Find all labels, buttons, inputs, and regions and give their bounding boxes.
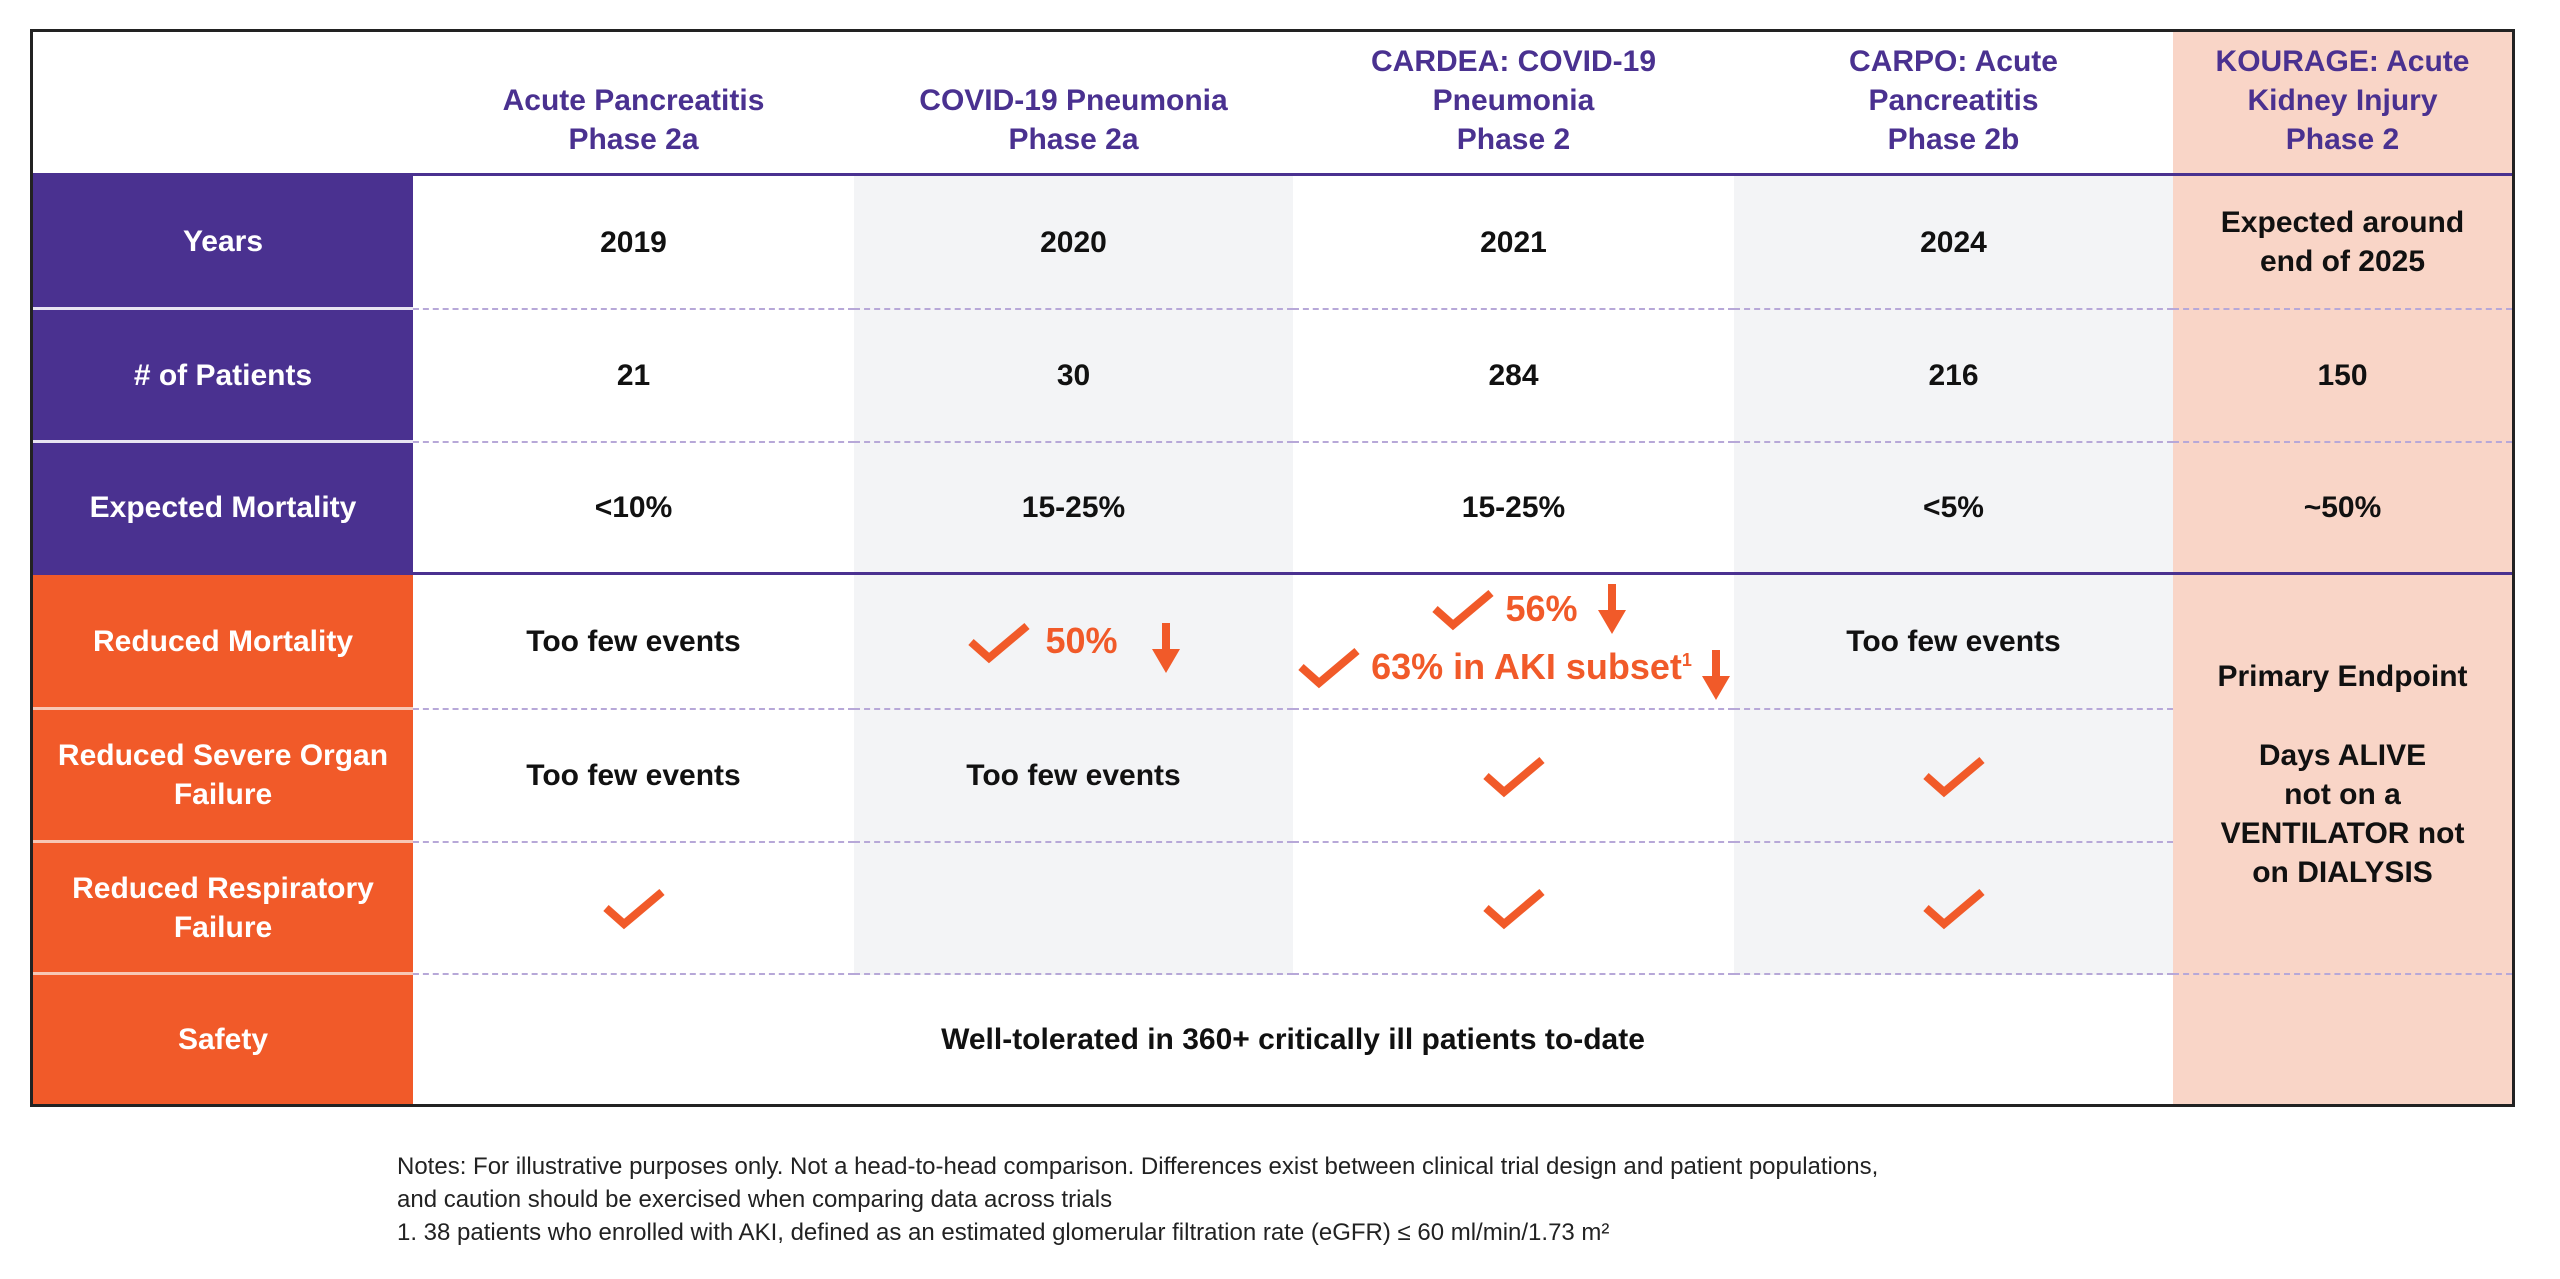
note-line: Notes: For illustrative purposes only. N… [397, 1153, 1879, 1180]
trial-comparison-table: Acute Pancreatitis Phase 2a COVID-19 Pne… [30, 29, 2515, 1107]
check-icon [1298, 647, 1360, 688]
cell: <5% [1734, 443, 2173, 575]
col-header-kourage: KOURAGE: Acute Kidney Injury Phase 2 [2173, 32, 2512, 176]
row-label-respiratory-failure: Reduced Respiratory Failure [33, 843, 413, 975]
row-label-expected-mortality: Expected Mortality [33, 443, 413, 575]
arrow-down-icon [1701, 649, 1730, 700]
cell [1293, 843, 1734, 975]
footnote: 1. 38 patients who enrolled with AKI, de… [397, 1219, 1610, 1246]
col-header-cardea: CARDEA: COVID-19 Pneumonia Phase 2 [1293, 32, 1734, 176]
cell: 21 [413, 310, 854, 443]
check-icon [602, 888, 665, 930]
check-icon [1432, 589, 1495, 630]
note-line: and caution should be exercised when com… [397, 1186, 1113, 1213]
arrow-down-icon [1597, 583, 1626, 634]
cell-cardea-mortality: 56% 63% in AKI subset1 [1293, 575, 1734, 710]
cell: Too few events [854, 710, 1293, 843]
row-label-years: Years [33, 176, 413, 310]
check-icon [1922, 756, 1985, 797]
cell [1293, 710, 1734, 843]
check-icon [1482, 756, 1545, 797]
header-corner [33, 32, 413, 176]
cell: 15-25% [854, 443, 1293, 575]
cell: 2019 [413, 176, 854, 310]
col-header-covid-pneumonia: COVID-19 Pneumonia Phase 2a [854, 32, 1293, 176]
primary-endpoint-title: Primary Endpoint [2217, 659, 2468, 693]
check-icon [1922, 888, 1985, 930]
cell: 284 [1293, 310, 1734, 443]
col-header-carpo: CARPO: Acute Pancreatitis Phase 2b [1734, 32, 2173, 176]
row-label-reduced-mortality: Reduced Mortality [33, 575, 413, 710]
cell: 150 [2173, 310, 2512, 443]
cell: 2021 [1293, 176, 1734, 310]
primary-endpoint-text: Days ALIVE not on a VENTILATOR not on DI… [2220, 738, 2465, 889]
mortality-reduction-value: 50% [1045, 620, 1118, 662]
cell: ~50% [2173, 443, 2512, 575]
cell: Too few events [1734, 575, 2173, 710]
cell: 30 [854, 310, 1293, 443]
row-label-patients: # of Patients [33, 310, 413, 443]
cell: 216 [1734, 310, 2173, 443]
mortality-reduction-value: 56% [1505, 587, 1578, 629]
arrow-down-icon [1151, 622, 1180, 673]
cell: Expected around end of 2025 [2173, 176, 2512, 310]
row-label-safety: Safety [33, 975, 413, 1104]
col-header-acute-pancreatitis: Acute Pancreatitis Phase 2a [413, 32, 854, 176]
notes: Notes: For illustrative purposes only. N… [397, 1150, 1878, 1249]
cell-covid-mortality: 50% [854, 575, 1293, 710]
check-icon [1482, 888, 1545, 930]
row-label-severe-organ-failure: Reduced Severe Organ Failure [33, 710, 413, 843]
check-icon [968, 622, 1031, 663]
aki-subset-value: 63% in AKI subset1 [1371, 646, 1692, 687]
cell [413, 843, 854, 975]
footnote-mark: 1 [1681, 649, 1692, 670]
cell: <10% [413, 443, 854, 575]
cell [2173, 975, 2512, 1104]
cell: Too few events [413, 575, 854, 710]
cell: Too few events [413, 710, 854, 843]
safety-cell: Well-tolerated in 360+ critically ill pa… [941, 1023, 1645, 1056]
cell [1734, 843, 2173, 975]
cell [1734, 710, 2173, 843]
cell: 2020 [854, 176, 1293, 310]
cell [854, 843, 1293, 975]
aki-subset-text: 63% in AKI subset [1371, 645, 1682, 687]
cell: 2024 [1734, 176, 2173, 310]
kourage-endpoint-cell: Primary Endpoint Days ALIVE not on a VEN… [2173, 575, 2512, 975]
cell: 15-25% [1293, 443, 1734, 575]
